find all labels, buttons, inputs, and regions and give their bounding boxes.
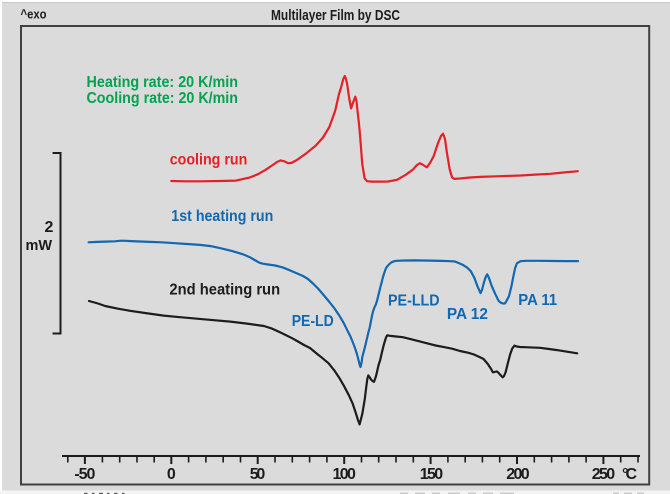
svg-text:50: 50 — [250, 466, 266, 483]
svg-text:150: 150 — [420, 466, 443, 483]
svg-text:^exo: ^exo — [21, 7, 47, 22]
svg-text:cooling run: cooling run — [170, 152, 248, 169]
svg-text:PE-LD: PE-LD — [292, 313, 334, 330]
svg-text:°C: °C — [622, 466, 637, 483]
svg-text:2nd heating run: 2nd heating run — [169, 281, 280, 298]
svg-text:0: 0 — [167, 466, 176, 483]
svg-text:mW: mW — [26, 238, 53, 254]
svg-text:PA 11: PA 11 — [518, 292, 557, 309]
svg-text:Cooling rate: 20 K/min: Cooling rate: 20 K/min — [87, 90, 239, 107]
svg-text:250: 250 — [592, 466, 615, 483]
svg-text:PE-LLD: PE-LLD — [388, 293, 440, 310]
svg-text:Heating rate: 20 K/min: Heating rate: 20 K/min — [87, 74, 239, 91]
svg-text:1st heating run: 1st heating run — [171, 208, 273, 225]
svg-text:PA 12: PA 12 — [447, 306, 488, 323]
svg-text:100: 100 — [333, 466, 356, 483]
svg-text:2: 2 — [45, 219, 54, 236]
svg-text:Multilayer Film by DSC: Multilayer Film by DSC — [271, 7, 400, 24]
svg-text:200: 200 — [506, 466, 529, 483]
svg-text:-50: -50 — [74, 466, 95, 483]
